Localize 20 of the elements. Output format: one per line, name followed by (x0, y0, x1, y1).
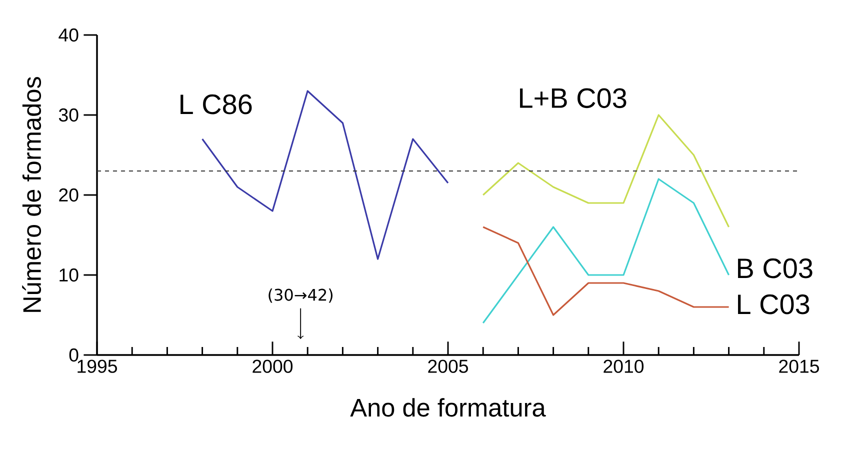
y-tick-label: 30 (58, 108, 78, 122)
series-label: L C86 (180, 94, 252, 114)
y-tick-label: 10 (60, 268, 78, 282)
y-tick-label: 40 (58, 28, 78, 42)
line-series (482, 226, 730, 316)
x-tick-label: 1995 (78, 360, 117, 373)
series-label: B C03 (738, 258, 812, 278)
x-axis-title: Ano de formatura (350, 398, 546, 417)
series-label: L+B C03 (520, 88, 626, 108)
line-series (202, 90, 449, 260)
x-tick-label: 2005 (428, 360, 468, 373)
series-label: L C03 (738, 294, 810, 314)
y-tick-label: 0 (69, 348, 78, 362)
annotation: (30→42) (268, 288, 333, 303)
y-tick-label: 20 (59, 188, 78, 202)
x-tick-label: 2000 (252, 360, 293, 373)
x-tick-label: 2010 (604, 360, 644, 373)
x-tick-label: 2015 (779, 360, 819, 373)
y-axis-title: Número de formados (22, 76, 42, 312)
line-series (482, 114, 730, 228)
